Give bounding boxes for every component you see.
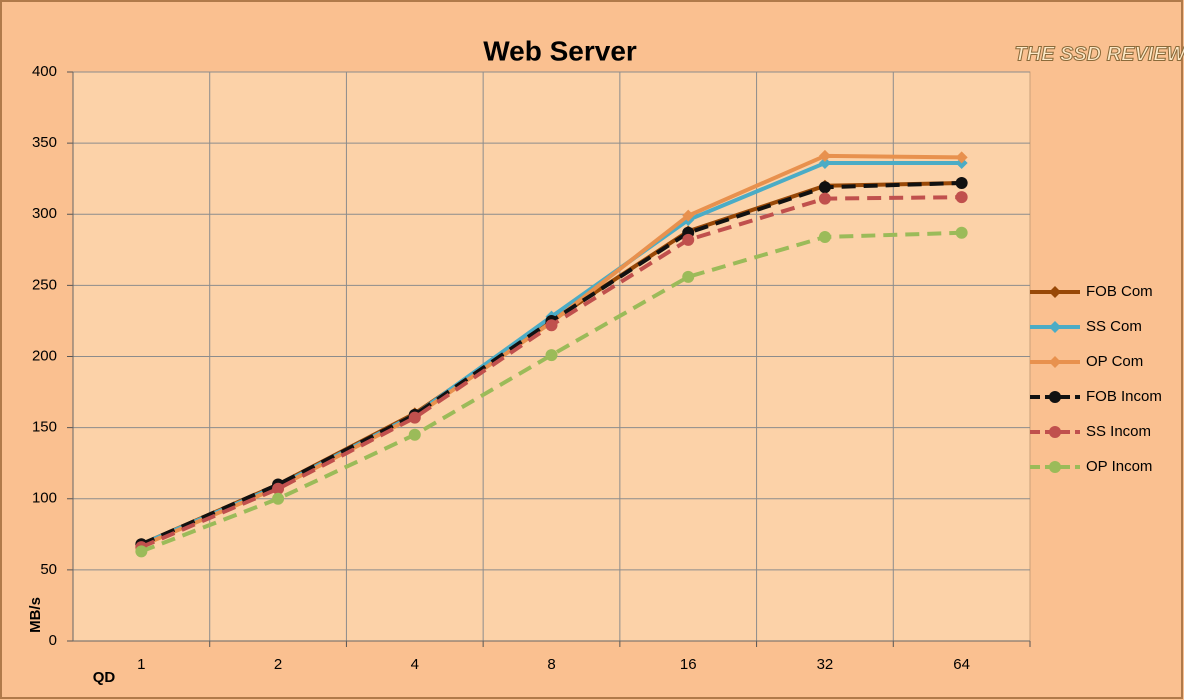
- data-point: [545, 319, 558, 332]
- data-point: [818, 181, 831, 194]
- x-tick-label: 4: [411, 656, 419, 673]
- y-tick-label: 50: [40, 561, 57, 578]
- x-tick-label: 1: [137, 656, 145, 673]
- legend-marker: [1049, 391, 1061, 403]
- data-point: [682, 209, 695, 222]
- data-point: [955, 151, 968, 164]
- y-tick-label: 200: [32, 347, 57, 364]
- x-tick-label: 32: [817, 656, 834, 673]
- data-point: [818, 192, 831, 205]
- legend-marker: [1049, 426, 1061, 438]
- y-axis-title: MB/s: [27, 597, 44, 633]
- y-tick-label: 100: [32, 490, 57, 507]
- data-point: [955, 226, 968, 239]
- legend-label: OP Incom: [1086, 458, 1152, 475]
- legend-marker: [1049, 461, 1061, 473]
- legend-label: SS Com: [1086, 318, 1142, 335]
- data-point: [272, 492, 285, 505]
- x-axis-title: QD: [93, 669, 116, 686]
- x-tick-label: 8: [547, 656, 555, 673]
- x-tick-label: 2: [274, 656, 282, 673]
- legend-label: FOB Incom: [1086, 388, 1162, 405]
- legend-label: SS Incom: [1086, 423, 1151, 440]
- data-point: [955, 176, 968, 189]
- data-point: [818, 149, 831, 162]
- logo: THE SSD REVIEW: [1014, 43, 1184, 65]
- y-tick-label: 300: [32, 205, 57, 222]
- data-point: [272, 482, 285, 495]
- data-point: [818, 231, 831, 244]
- legend-marker: [1049, 356, 1061, 368]
- data-point: [818, 157, 831, 170]
- legend-marker: [1049, 286, 1061, 298]
- y-tick-label: 350: [32, 134, 57, 151]
- y-tick-label: 400: [32, 63, 57, 80]
- data-point: [682, 233, 695, 246]
- data-point: [545, 349, 558, 362]
- data-point: [135, 545, 148, 558]
- data-point: [408, 428, 421, 441]
- legend-marker: [1049, 321, 1061, 333]
- x-tick-label: 64: [953, 656, 970, 673]
- chart-title: Web Server: [483, 35, 637, 66]
- legend-label: OP Com: [1086, 353, 1143, 370]
- data-point: [682, 270, 695, 283]
- y-tick-label: 150: [32, 419, 57, 436]
- y-tick-label: 250: [32, 276, 57, 293]
- data-point: [408, 411, 421, 424]
- legend-label: FOB Com: [1086, 283, 1153, 300]
- x-tick-label: 16: [680, 656, 697, 673]
- y-tick-label: 0: [49, 632, 57, 649]
- data-point: [955, 191, 968, 204]
